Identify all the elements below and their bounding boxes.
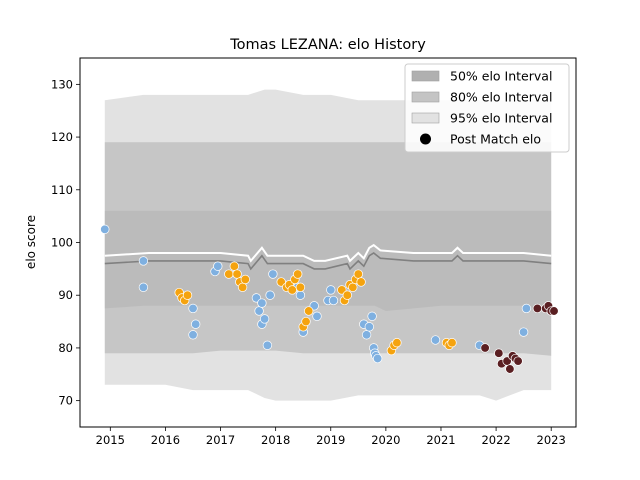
chart-title: Tomas LEZANA: elo History [229,37,426,53]
y-tick-label: 130 [51,77,73,91]
data-point [518,327,529,337]
data-point [361,330,372,340]
data-point [232,269,242,279]
data-point [287,285,297,295]
data-point [304,306,314,316]
x-tick-label: 2015 [96,433,125,447]
legend-swatch [411,112,440,124]
data-point [513,356,523,366]
upper-elo-line [104,243,552,263]
y-tick-label: 90 [58,288,73,302]
x-tick-label: 2018 [261,433,290,447]
data-point [188,303,198,314]
data-point [188,330,198,340]
legend-frame [404,63,570,153]
data-point [392,338,402,348]
data-point [356,277,366,287]
data-point [301,316,311,327]
y-tick-label: 110 [51,183,73,197]
data-point [229,261,239,271]
data-point [326,285,336,295]
data-point [259,314,270,324]
legend-label: Post Match elo [450,132,541,147]
data-point [262,340,273,350]
data-point [348,282,358,292]
legend-swatch [411,70,440,82]
y-tick-label: 70 [58,394,73,408]
data-point [224,269,234,279]
legend: 50% elo Interval 80% elo Interval 95% elo … [404,63,570,153]
data-point [328,295,339,306]
y-tick-label: 100 [51,236,73,250]
data-point [367,311,377,321]
data-point [295,290,306,300]
data-point [480,343,490,353]
data-point [430,335,441,345]
x-tick-label: 2021 [426,433,455,447]
data-point [293,269,303,279]
data-point [182,290,193,300]
data-point [312,311,322,321]
data-point [364,322,374,332]
data-point [494,348,504,358]
data-point [549,306,559,316]
x-tick-label: 2022 [481,433,510,447]
data-point [521,303,532,314]
x-tick-label: 2017 [206,433,235,447]
data-point [505,364,515,374]
y-tick-label: 80 [58,341,73,355]
data-point [532,303,543,314]
legend-label: 95% elo Interval [450,111,552,126]
data-point [295,282,306,292]
data-point [138,256,149,266]
y-tick-label: 120 [51,130,73,144]
data-point [342,290,352,300]
mean-elo-line [104,252,552,271]
band-80 [104,142,552,356]
x-tick-label: 2016 [151,433,180,447]
data-point [447,338,457,348]
y-axis-label: elo score [24,215,38,269]
data-point [268,269,278,279]
data-point [237,282,248,292]
x-tick-label: 2020 [371,433,400,447]
x-tick-label: 2023 [537,433,566,447]
data-point [138,282,149,292]
data-point [265,290,275,300]
legend-swatch [411,91,440,103]
legend-marker [420,133,431,145]
data-point [240,274,250,285]
data-point [100,224,110,234]
data-point [254,306,264,316]
data-point [213,261,223,271]
legend-label: 50% elo Interval [450,69,552,84]
data-point [372,353,383,364]
data-point [191,319,201,329]
data-point [353,269,363,279]
data-point [257,298,267,308]
x-tick-label: 2019 [316,433,345,447]
legend-label: 80% elo Interval [450,90,552,105]
